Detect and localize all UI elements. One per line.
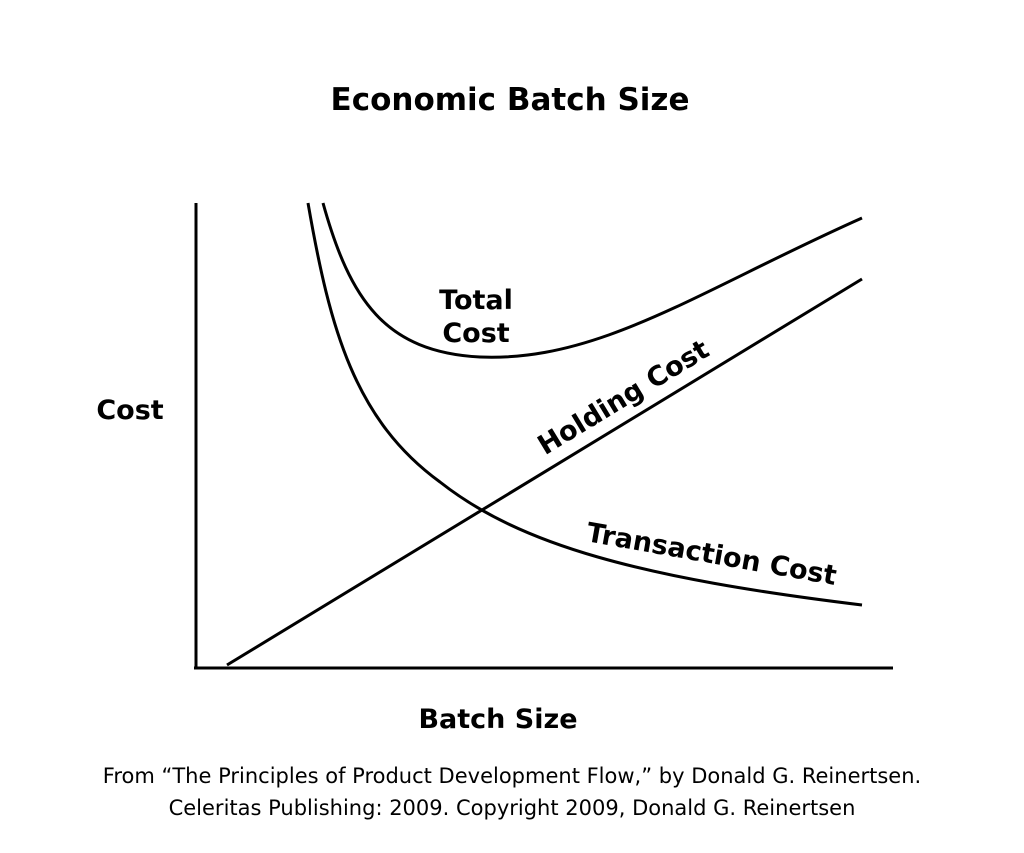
total-cost-label: Cost xyxy=(442,318,509,349)
x-axis-label: Batch Size xyxy=(418,704,577,735)
holding-cost-line xyxy=(226,277,863,667)
title: Economic Batch Size xyxy=(331,82,690,118)
caption: Celeritas Publishing: 2009. Copyright 20… xyxy=(169,796,856,820)
transaction-cost-curve xyxy=(306,202,863,607)
caption: From “The Principles of Product Developm… xyxy=(103,764,921,788)
y-axis-label: Cost xyxy=(96,395,163,426)
total-cost-label: Total xyxy=(439,285,513,316)
total-cost-curve xyxy=(321,202,863,359)
